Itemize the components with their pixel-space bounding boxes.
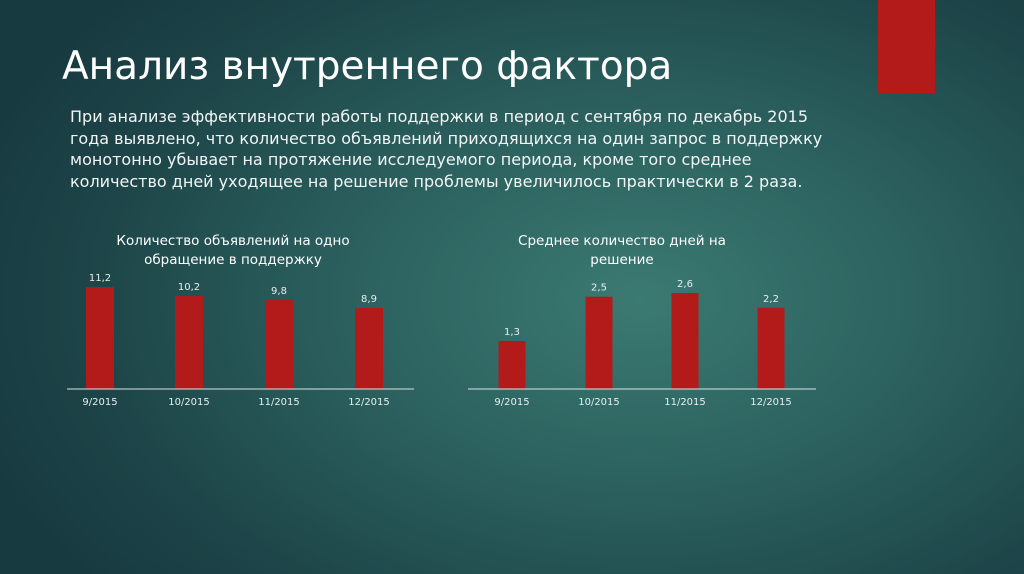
bar bbox=[757, 307, 785, 389]
x-tick-label: 10/2015 bbox=[578, 397, 620, 408]
data-label: 2,5 bbox=[591, 283, 607, 294]
bar bbox=[175, 296, 203, 389]
paragraph-line: монотонно убывает на протяжение исследуе… bbox=[70, 150, 752, 169]
data-label: 9,8 bbox=[271, 286, 287, 297]
chart-title-line: решение bbox=[590, 252, 653, 268]
chart-ads-per-request: Количество объявлений на одно обращение … bbox=[116, 233, 349, 268]
bar bbox=[355, 307, 383, 389]
bar bbox=[671, 293, 699, 389]
slide-paragraph: При анализе эффективности работы поддерж… bbox=[70, 106, 860, 192]
chart-title-line: Среднее количество дней на bbox=[518, 233, 726, 249]
data-label: 2,6 bbox=[677, 279, 693, 290]
x-tick-label: 9/2015 bbox=[494, 397, 529, 408]
chart-title-line: Количество объявлений на одно bbox=[116, 233, 349, 249]
accent-rectangle bbox=[878, 0, 935, 93]
x-tick-label: 11/2015 bbox=[664, 397, 706, 408]
data-label: 10,2 bbox=[178, 282, 200, 293]
x-tick-label: 9/2015 bbox=[82, 397, 117, 408]
chart-days-per-solution: Среднее количество дней на решение bbox=[518, 233, 726, 268]
chart-title-line: обращение в поддержку bbox=[144, 252, 322, 268]
data-label: 1,3 bbox=[504, 327, 520, 338]
data-label: 2,2 bbox=[763, 294, 779, 305]
paragraph-line: количество дней уходящее на решение проб… bbox=[70, 171, 803, 191]
paragraph-line: года выявлено, что количество объявлений… bbox=[70, 128, 823, 148]
bar bbox=[265, 299, 293, 389]
bar bbox=[498, 341, 526, 389]
x-tick-label: 12/2015 bbox=[750, 397, 792, 408]
slide-title: Анализ внутреннего фактора bbox=[62, 44, 673, 89]
data-label: 11,2 bbox=[89, 273, 111, 284]
data-label: 8,9 bbox=[361, 294, 377, 305]
x-tick-label: 12/2015 bbox=[348, 397, 390, 408]
bar bbox=[585, 296, 613, 389]
paragraph-line: При анализе эффективности работы поддерж… bbox=[70, 107, 808, 126]
x-tick-label: 11/2015 bbox=[258, 397, 300, 408]
bar bbox=[86, 287, 114, 389]
x-tick-label: 10/2015 bbox=[168, 397, 210, 408]
